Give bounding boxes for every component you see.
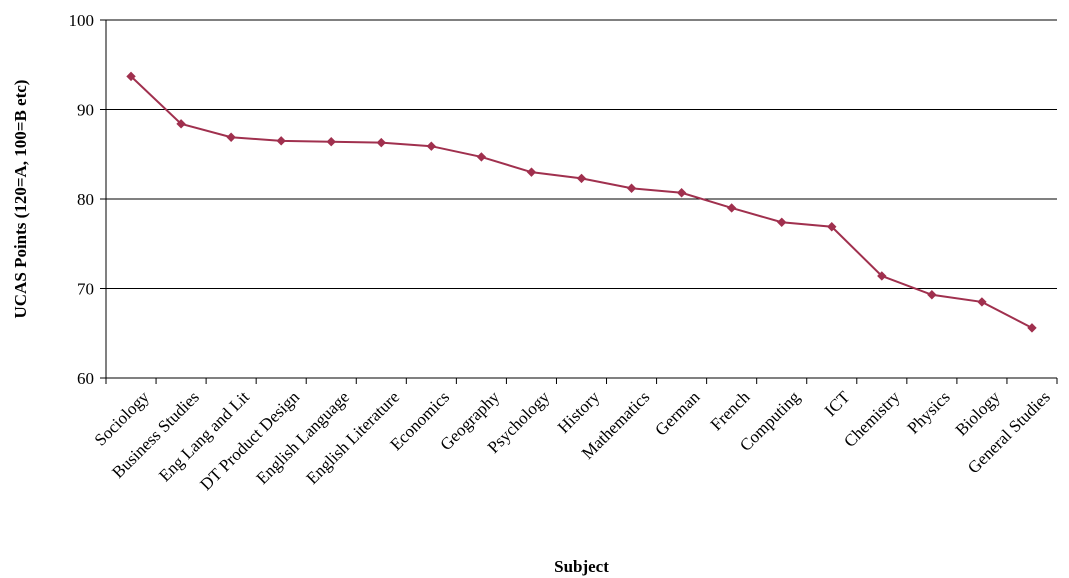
data-point (276, 136, 286, 146)
x-tick-label: German (651, 387, 704, 440)
data-point (476, 152, 487, 162)
data-point (676, 188, 687, 198)
y-tick-label: 70 (77, 280, 94, 299)
y-tick-label: 100 (69, 11, 95, 30)
data-point (977, 297, 987, 307)
data-point (526, 167, 537, 177)
x-tick-label: Chemistry (840, 387, 904, 451)
data-point (777, 217, 787, 227)
y-tick-label: 60 (77, 369, 94, 388)
x-tick-label: ICT (821, 387, 854, 420)
series-line (130, 75, 1033, 329)
y-axis-title: UCAS Points (120=A, 100=B etc) (11, 80, 30, 319)
data-point (827, 222, 837, 232)
data-point (226, 132, 236, 142)
x-tick-label: French (707, 387, 754, 434)
series-group (126, 71, 1037, 333)
data-point (626, 183, 637, 193)
x-tick-label: Physics (904, 387, 954, 437)
data-point (326, 137, 336, 147)
data-point (877, 271, 887, 281)
data-point (376, 137, 386, 148)
data-point (126, 71, 136, 82)
x-tick-label: English Literature (303, 387, 404, 488)
y-tick-label: 80 (77, 190, 94, 209)
x-tick-label: History (554, 387, 604, 437)
data-point (176, 119, 186, 129)
y-tick-label: 90 (77, 101, 94, 120)
data-point (726, 203, 737, 213)
data-point (1027, 323, 1037, 333)
x-tick-label: Eng Lang and Lit (155, 387, 253, 485)
gridlines (106, 19, 1057, 289)
data-point (927, 290, 937, 300)
x-axis-title: Subject (554, 557, 609, 576)
x-tick-label: Business Studies (108, 387, 203, 482)
data-point (426, 141, 437, 151)
x-tick-label: English Language (253, 387, 354, 488)
y-ticks: 60 70 80 90 100 (69, 11, 106, 388)
data-point (576, 173, 587, 184)
